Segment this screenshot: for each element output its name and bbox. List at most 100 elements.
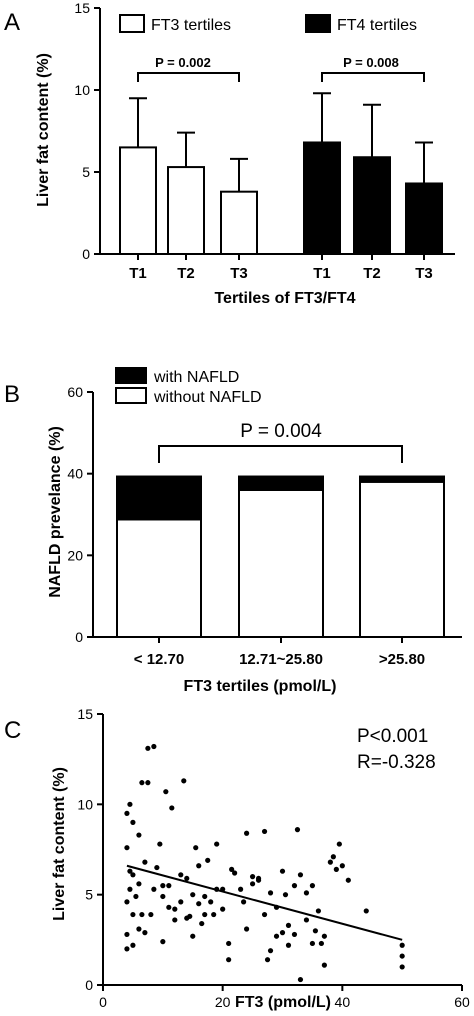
bar-segment <box>116 475 202 521</box>
scatter-point <box>294 827 301 833</box>
scatter-point <box>267 948 274 954</box>
scatter-point <box>124 810 130 816</box>
scatter-point <box>345 877 351 883</box>
x-tick-label: 60 <box>454 994 470 1010</box>
scatter-point <box>214 841 220 847</box>
bar <box>167 166 205 255</box>
y-tick-label: 5 <box>85 887 93 903</box>
scatter-point <box>124 946 130 952</box>
scatter-point <box>193 845 199 851</box>
scatter-point <box>339 863 345 869</box>
scatter-point <box>181 778 187 784</box>
scatter-point <box>309 883 316 889</box>
scatter-point <box>297 872 304 878</box>
scatter-point <box>315 908 321 914</box>
scatter-point <box>318 940 324 947</box>
scatter-point <box>273 933 280 939</box>
legend-swatch-ft3 <box>119 14 145 33</box>
legend-swatch-without-nafld <box>115 387 147 404</box>
bar <box>220 190 258 255</box>
panel-c-ylabel: Liver fat content (%) <box>51 767 68 921</box>
scatter-point <box>142 859 148 865</box>
bar-segment <box>359 475 445 483</box>
scatter-point <box>291 931 298 938</box>
scatter-point <box>327 859 333 865</box>
scatter-point <box>139 911 145 918</box>
legend-label-ft4: FT4 tertiles <box>337 17 417 34</box>
scatter-point <box>363 908 369 914</box>
scatter-point <box>130 942 136 948</box>
y-tick-label: 0 <box>75 629 83 645</box>
scatter-point <box>330 854 336 860</box>
scatter-point <box>211 911 217 918</box>
panel-label-c: C <box>4 717 21 744</box>
stat-p-value: P<0.001 <box>357 726 428 747</box>
sig-label-ft4: P = 0.008 <box>343 55 399 70</box>
x-tick-label: T3 <box>415 265 433 282</box>
scatter-point <box>166 904 172 910</box>
scatter-point <box>399 964 405 970</box>
scatter-point <box>279 868 286 874</box>
y-tick-label: 15 <box>77 706 93 722</box>
scatter-point <box>169 805 175 811</box>
y-tick-label: 60 <box>67 384 83 400</box>
x-tick-label: 0 <box>99 994 107 1010</box>
panel-label-b: B <box>4 381 20 408</box>
scatter-point <box>303 917 310 923</box>
scatter-point <box>178 899 184 905</box>
scatter-point <box>279 930 286 936</box>
scatter-point <box>190 933 196 939</box>
scatter-point <box>229 866 235 872</box>
scatter-point <box>166 883 172 889</box>
scatter-point <box>220 906 226 912</box>
sig-label-nafld: P = 0.004 <box>240 421 322 442</box>
scatter-point <box>127 801 133 807</box>
panel-c-scatter-chart: Liver fat content (%) FT3 (pmol/L) P<0.0… <box>51 706 470 1011</box>
scatter-point <box>261 828 268 835</box>
scatter-point <box>196 901 202 907</box>
scatter-point <box>136 926 142 932</box>
scatter-point <box>124 845 130 851</box>
scatter-point <box>133 893 139 900</box>
y-tick-label: 20 <box>67 547 83 563</box>
bar-segment <box>359 480 445 639</box>
scatter-point <box>148 911 154 918</box>
bar <box>303 141 341 255</box>
scatter-point <box>190 892 196 898</box>
x-tick-label: T3 <box>230 265 248 282</box>
panel-a-xlabel: Tertiles of FT3/FT4 <box>214 290 355 307</box>
scatter-point <box>151 886 157 892</box>
sig-bracket-ft4 <box>321 72 425 82</box>
bar <box>119 146 157 255</box>
scatter-point <box>241 899 247 905</box>
scatter-point <box>255 877 262 883</box>
scatter-point <box>199 920 205 927</box>
scatter-point <box>160 939 166 945</box>
x-tick-label: T2 <box>363 265 381 282</box>
scatter-point <box>145 745 151 751</box>
x-tick-label: T1 <box>129 265 147 282</box>
scatter-point <box>184 875 190 882</box>
bar-segment <box>116 518 202 639</box>
x-tick-label: T2 <box>177 265 195 282</box>
scatter-point <box>321 933 327 939</box>
scatter-point <box>124 899 130 905</box>
scatter-point <box>297 976 304 983</box>
scatter-point <box>282 892 289 898</box>
scatter-point <box>124 931 130 938</box>
y-tick-label: 40 <box>67 466 83 482</box>
scatter-point <box>333 866 339 872</box>
panel-a-bar-chart: Liver fat content (%) Tertiles of FT3/FT… <box>35 0 455 307</box>
scatter-point <box>249 874 256 880</box>
scatter-point <box>187 913 193 919</box>
scatter-point <box>163 789 169 795</box>
scatter-point <box>130 911 136 918</box>
scatter-point <box>178 872 184 878</box>
scatter-point <box>208 899 214 905</box>
panel-c-xlabel: FT3 (pmol/L) <box>235 994 331 1011</box>
x-tick-label: T1 <box>313 265 331 282</box>
scatter-point <box>285 942 292 948</box>
panel-label-a: A <box>4 9 20 36</box>
scatter-point <box>336 841 342 847</box>
